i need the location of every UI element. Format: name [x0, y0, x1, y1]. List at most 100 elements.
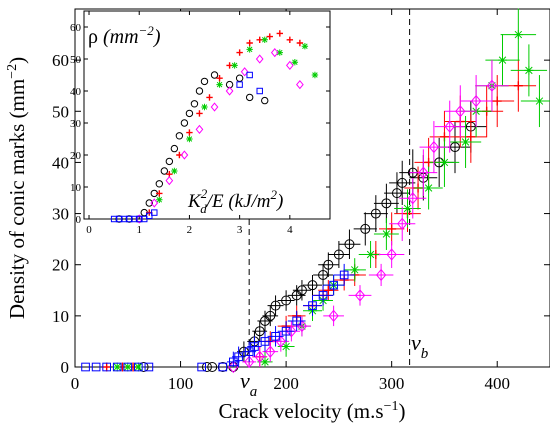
data-point — [281, 342, 291, 352]
data-point — [275, 335, 286, 348]
data-point — [250, 342, 259, 351]
data-point — [375, 268, 387, 282]
series-plus — [146, 30, 304, 216]
data-point — [156, 196, 163, 203]
main-data-points — [81, 8, 550, 374]
x-tick-label: 3 — [237, 224, 243, 236]
data-point — [190, 100, 199, 108]
y-tick-label: 50 — [70, 54, 82, 66]
x-tick-label: 2 — [187, 224, 193, 236]
data-point — [486, 79, 498, 92]
data-point — [308, 301, 317, 310]
x-tick-label: 100 — [168, 374, 194, 393]
data-point — [307, 280, 318, 291]
data-point — [360, 223, 371, 234]
data-point — [217, 362, 228, 372]
data-point — [534, 96, 544, 106]
data-point — [418, 166, 429, 179]
x-tick-label: 0 — [86, 224, 92, 236]
data-point — [339, 270, 349, 280]
y-tick-label: 30 — [52, 205, 69, 224]
data-point — [386, 248, 397, 261]
data-point — [323, 285, 333, 295]
data-point — [285, 60, 294, 71]
data-point — [228, 360, 239, 374]
data-point — [524, 65, 534, 75]
data-point — [175, 132, 184, 140]
data-point — [256, 87, 263, 95]
y-tick-label: 40 — [70, 86, 82, 98]
y-tick-label: 50 — [52, 102, 69, 121]
x-tick-label: 200 — [273, 374, 299, 393]
data-point — [296, 39, 304, 47]
data-point — [498, 55, 507, 65]
data-point — [246, 71, 253, 79]
data-point — [244, 347, 254, 356]
data-point — [424, 183, 434, 193]
data-point — [323, 259, 334, 270]
data-point — [210, 102, 219, 112]
data-point — [428, 140, 440, 154]
data-point — [397, 217, 408, 230]
data-point — [260, 337, 270, 346]
data-point — [286, 36, 294, 43]
data-point — [266, 33, 273, 40]
data-point — [318, 291, 328, 300]
data-point — [296, 319, 308, 333]
data-point — [134, 362, 143, 372]
data-point — [450, 142, 460, 153]
data-point — [245, 93, 254, 102]
data-point — [123, 362, 133, 372]
data-point — [165, 175, 174, 186]
x-tick-label: 4 — [287, 224, 293, 236]
data-point — [328, 309, 339, 323]
data-point — [218, 362, 228, 372]
data-point — [271, 331, 280, 341]
data-point — [206, 94, 213, 101]
data-point — [170, 144, 179, 153]
y-tick-label: 10 — [70, 182, 82, 194]
data-point — [244, 355, 255, 369]
y-tick-label: 60 — [70, 22, 82, 34]
data-point — [270, 300, 281, 311]
series-square — [81, 263, 355, 372]
y-tick-label: 40 — [52, 153, 69, 172]
data-point — [329, 280, 338, 290]
data-point — [186, 129, 193, 136]
y-tick-label: 30 — [70, 118, 82, 130]
data-point — [318, 269, 329, 280]
inset-data-points — [110, 30, 319, 224]
data-point — [461, 137, 471, 147]
data-point — [200, 77, 209, 86]
data-point — [81, 362, 90, 372]
x-tick-label: 400 — [484, 374, 510, 393]
data-point — [236, 49, 243, 56]
data-point — [292, 316, 301, 326]
data-point — [366, 249, 376, 259]
data-point — [455, 105, 466, 118]
data-point — [381, 229, 391, 239]
data-point — [270, 47, 279, 58]
y-tick-label: 0 — [76, 214, 82, 226]
data-point — [112, 362, 122, 372]
data-point — [261, 36, 268, 43]
y-tick-label: 60 — [52, 51, 69, 70]
data-point — [276, 49, 283, 56]
data-point — [492, 96, 502, 106]
y-tick-label: 10 — [52, 307, 69, 326]
data-point — [466, 132, 476, 142]
data-point — [102, 362, 111, 372]
data-point — [381, 198, 392, 209]
data-point — [216, 81, 223, 88]
x-axis-label: Crack velocity (m.s−1) — [219, 399, 406, 423]
data-point — [195, 87, 204, 95]
data-point — [185, 109, 194, 118]
data-point — [291, 59, 299, 66]
inset-x-label: K2 d/E (kJ/m2) — [187, 186, 283, 216]
data-point — [216, 75, 223, 82]
data-point — [102, 362, 112, 372]
data-point — [254, 350, 265, 363]
data-point — [333, 249, 344, 260]
data-point — [165, 157, 174, 166]
